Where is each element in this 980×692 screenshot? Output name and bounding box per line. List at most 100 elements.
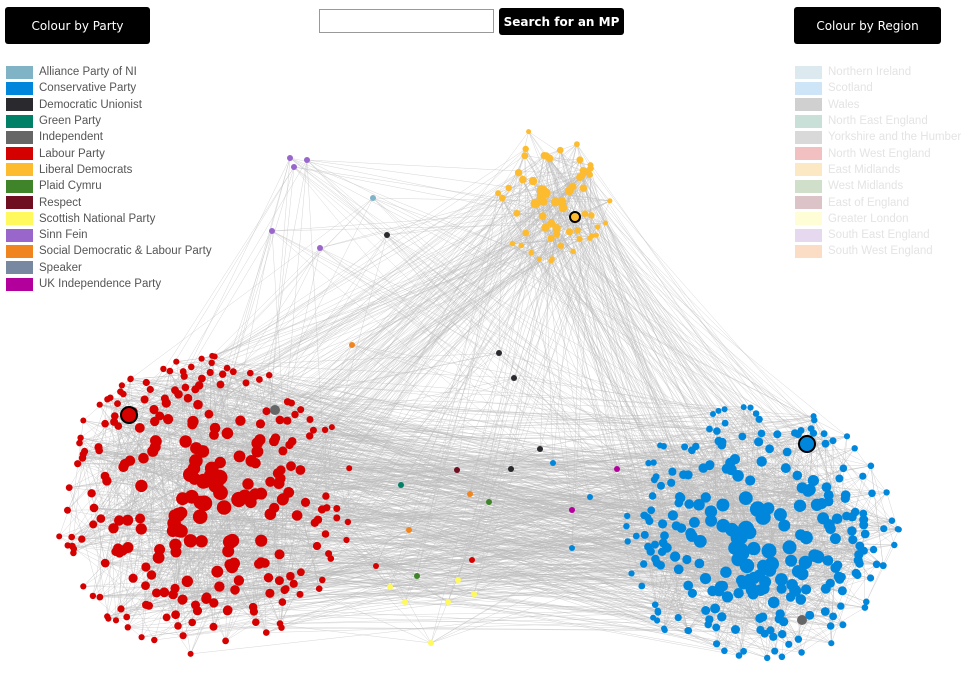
mp-node <box>286 571 295 581</box>
search-button[interactable]: Search for an MP <box>499 8 624 35</box>
mp-node <box>242 478 254 490</box>
mp-node <box>557 146 564 154</box>
mp-node <box>398 482 404 488</box>
mp-node <box>159 587 170 598</box>
mp-node <box>252 618 260 626</box>
mp-node <box>454 467 460 473</box>
mp-node <box>826 622 835 630</box>
mp-node <box>847 526 857 536</box>
highlighted-mp-node <box>798 435 816 453</box>
mp-node <box>108 523 119 534</box>
mp-node <box>64 506 71 514</box>
mp-node <box>242 379 250 387</box>
mp-node <box>638 582 646 590</box>
mp-node <box>518 242 525 249</box>
mp-node <box>222 637 230 645</box>
mp-node <box>117 605 125 613</box>
mp-node <box>181 575 193 587</box>
mp-node <box>661 625 667 632</box>
mp-node <box>150 435 161 447</box>
mp-node <box>644 542 653 551</box>
mp-node <box>315 585 323 592</box>
mp-node <box>658 519 668 529</box>
mp-node <box>297 406 305 414</box>
mp-node <box>851 445 858 452</box>
mp-node <box>867 462 875 470</box>
mp-node <box>274 549 285 560</box>
legend-item: South East England <box>795 227 961 243</box>
legend-label: Alliance Party of NI <box>39 66 137 79</box>
mp-node <box>222 545 235 558</box>
mp-node <box>738 432 747 441</box>
mp-node <box>840 490 851 500</box>
mp-node <box>645 517 654 525</box>
mp-node <box>839 464 848 473</box>
mp-node <box>557 242 565 249</box>
mp-node <box>162 613 171 622</box>
mp-node <box>414 573 420 579</box>
mp-node <box>102 476 112 486</box>
mp-node <box>264 508 277 520</box>
legend-swatch <box>6 98 33 112</box>
mp-node <box>839 621 847 629</box>
mp-node <box>574 227 581 234</box>
mp-node <box>295 465 306 475</box>
legend-swatch <box>6 228 33 242</box>
mp-node <box>269 228 275 234</box>
search-input[interactable] <box>319 9 494 33</box>
mp-node <box>828 640 835 647</box>
mp-node <box>333 514 341 522</box>
mp-node <box>275 473 286 484</box>
mp-node <box>100 558 110 568</box>
mp-node <box>681 443 689 451</box>
mp-node <box>467 491 473 497</box>
colour-by-party-button[interactable]: Colour by Party <box>5 7 150 44</box>
mp-node <box>80 583 87 590</box>
mp-node <box>181 383 190 392</box>
mp-node <box>221 427 234 440</box>
colour-by-region-button[interactable]: Colour by Region <box>794 7 941 44</box>
mp-node <box>117 388 124 396</box>
mp-node <box>712 623 721 632</box>
mp-node <box>138 634 145 641</box>
mp-node <box>142 378 150 387</box>
legend-label: West Midlands <box>828 180 904 193</box>
legend-swatch <box>6 244 33 258</box>
mp-node <box>255 487 268 500</box>
mp-node <box>749 501 766 517</box>
mp-node <box>204 409 214 419</box>
mp-node <box>406 527 412 533</box>
mp-node <box>569 507 575 513</box>
mp-node <box>869 545 878 554</box>
mp-node <box>230 585 240 595</box>
legend-label: Labour Party <box>39 147 105 160</box>
legend-swatch <box>795 196 822 210</box>
mp-node <box>650 476 658 484</box>
mp-node <box>255 419 266 429</box>
mp-node <box>829 437 837 445</box>
mp-node <box>265 476 276 487</box>
legend-label: North West England <box>828 147 931 160</box>
mp-node <box>733 588 744 599</box>
legend-swatch <box>6 65 33 79</box>
mp-node <box>216 380 225 389</box>
mp-node <box>872 560 881 569</box>
mp-node <box>668 467 677 476</box>
mp-node <box>519 175 527 184</box>
legend-item: Sinn Fein <box>6 227 212 243</box>
mp-node <box>721 406 728 413</box>
mp-node <box>317 245 323 251</box>
legend-item: Wales <box>795 97 961 113</box>
mp-node <box>550 460 556 466</box>
mp-node <box>731 625 740 634</box>
mp-node <box>710 603 721 614</box>
mp-node <box>455 577 461 583</box>
mp-node <box>87 489 96 498</box>
mp-node <box>254 434 266 446</box>
mp-node <box>843 433 851 440</box>
mp-node <box>196 473 212 489</box>
mp-node <box>816 498 828 509</box>
mp-node <box>265 588 275 598</box>
mp-node <box>530 198 541 209</box>
mp-node <box>231 491 247 508</box>
